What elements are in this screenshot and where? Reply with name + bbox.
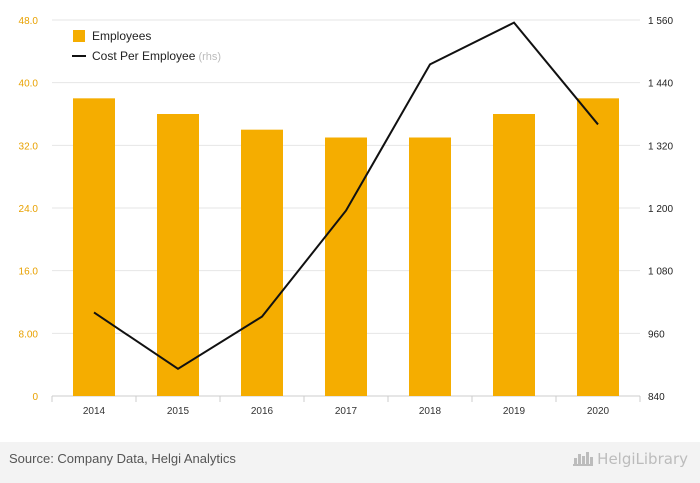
legend-label-employees: Employees: [92, 29, 151, 43]
y-right-tick-label: 1 560: [648, 16, 673, 27]
y-right-tick-label: 1 200: [648, 204, 673, 215]
x-tick-label: 2016: [251, 406, 274, 417]
y-axis-right: 840 960 1 080 1 200 1 320 1 440 1 560: [648, 16, 673, 403]
y-right-tick-label: 1 080: [648, 267, 673, 278]
y-left-tick-label: 0: [32, 392, 38, 403]
x-tick-label: 2018: [419, 406, 442, 417]
footer: Source: Company Data, Helgi Analytics He…: [0, 442, 700, 483]
y-right-tick-label: 840: [648, 392, 665, 403]
x-tick-label: 2017: [335, 406, 358, 417]
x-tick-label: 2015: [167, 406, 190, 417]
x-tick-label: 2019: [503, 406, 526, 417]
bar-employees: [493, 114, 535, 396]
line-cost-per-employee: [93, 21, 599, 371]
helgi-library-logo: HelgiLibrary: [573, 450, 688, 468]
bar-employees: [577, 98, 619, 396]
bar-employees: [157, 114, 199, 396]
x-tick-label: 2014: [83, 406, 106, 417]
legend: Employees Cost Per Employee (rhs): [72, 29, 221, 63]
bar-employees: [73, 98, 115, 396]
bar-employees: [325, 137, 367, 396]
y-left-tick-label: 8.00: [19, 329, 39, 340]
y-right-tick-label: 1 440: [648, 79, 673, 90]
source-text: Source: Company Data, Helgi Analytics: [9, 451, 236, 466]
x-tick-label: 2020: [587, 406, 610, 417]
legend-label-cost: Cost Per Employee (rhs): [92, 49, 221, 63]
y-right-tick-label: 1 320: [648, 141, 673, 152]
y-right-tick-label: 960: [648, 329, 665, 340]
y-left-tick-label: 24.0: [19, 204, 39, 215]
chart: 2014 2015 2016 2017 2018 2019 2020 0 8.00 16.0 24…: [19, 16, 674, 417]
line-series: [93, 21, 599, 371]
y-left-tick-label: 16.0: [19, 267, 39, 278]
bar-employees: [241, 129, 283, 396]
logo-text: HelgiLibrary: [597, 450, 688, 468]
bar-employees: [409, 137, 451, 396]
legend-swatch-employees: [73, 30, 85, 42]
y-left-tick-label: 48.0: [19, 16, 39, 27]
bar-series: [73, 98, 619, 396]
library-icon: [573, 450, 594, 466]
y-left-tick-label: 32.0: [19, 141, 39, 152]
legend-suffix-rhs: (rhs): [195, 51, 221, 63]
x-axis: 2014 2015 2016 2017 2018 2019 2020: [51, 396, 641, 417]
y-axis-left: 0 8.00 16.0 24.0 32.0 40.0 48.0: [19, 16, 39, 403]
y-left-tick-label: 40.0: [19, 79, 39, 90]
